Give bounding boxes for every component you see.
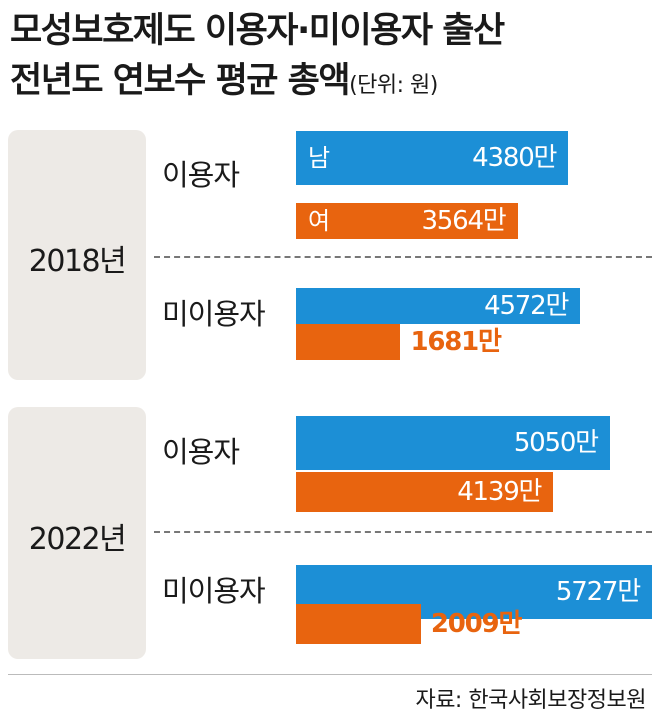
year-label: 2022년 [28,522,127,557]
category-label: 미이용자 [162,574,266,608]
male-value-label: 4380만 [472,143,557,173]
title-line-2: 전년도 연보수 평균 총액(단위: 원) [10,52,438,103]
male-bar [296,288,581,324]
title-line-1: 모성보호제도 이용자·미이용자 출산 [10,11,505,51]
male-bar [296,131,569,185]
category-label: 미이용자 [162,297,266,331]
female-series-label: 여 [308,207,331,235]
title-line-2-text: 전년도 연보수 평균 총액 [10,61,351,101]
year-panel [8,130,146,380]
female-bar [296,604,421,644]
female-value-label: 3564만 [421,206,506,236]
female-bar [296,472,554,512]
male-bar [296,416,610,470]
source-divider [8,674,652,675]
female-value-label: 1681만 [410,327,502,357]
source-note: 자료: 한국사회보장정보원 [415,688,646,713]
male-value-label: 5727만 [555,577,641,607]
category-divider [154,256,652,258]
category-label: 이용자 [162,158,240,192]
category-divider [154,531,652,533]
male-series-label: 남 [308,144,331,172]
female-value-label: 4139만 [457,477,542,507]
category-label: 이용자 [162,435,240,469]
female-value-label: 2009만 [430,609,523,639]
year-label: 2018년 [28,244,127,279]
female-bar [296,203,518,239]
male-value-label: 5050만 [513,428,599,458]
male-value-label: 4572만 [484,291,569,321]
female-bar [296,324,401,360]
unit-label: (단위: 원) [349,73,438,98]
year-panel [8,407,146,659]
